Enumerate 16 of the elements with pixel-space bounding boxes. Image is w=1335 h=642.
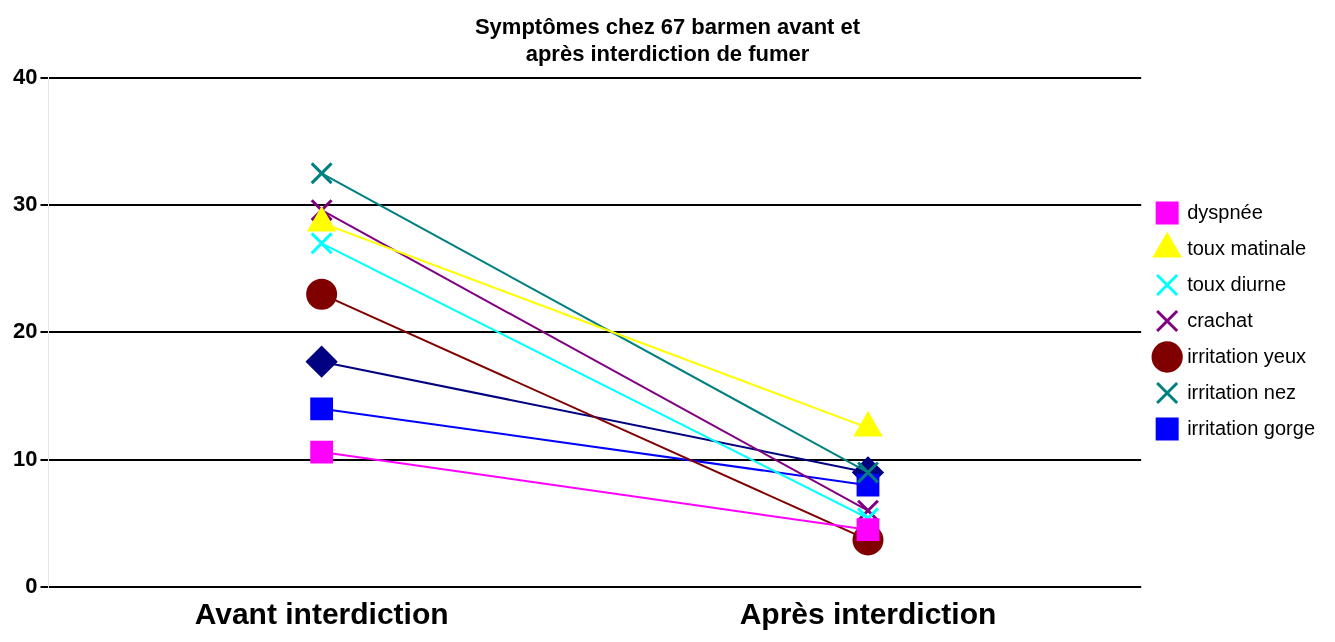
y-tick-label: 30 <box>12 191 38 217</box>
x-tick-label: Avant interdiction <box>194 597 449 631</box>
x-tick-label: Après interdiction <box>739 597 997 631</box>
legend-label: crachat <box>1187 308 1254 331</box>
y-tick-label: 40 <box>12 63 38 89</box>
text: Symptômes chez 67 barmen avant et <box>474 14 861 40</box>
legend-label: toux matinale <box>1187 236 1307 259</box>
y-tick-label: 20 <box>12 318 38 344</box>
legend-label: toux diurne <box>1187 272 1287 295</box>
legend-label: irritation nez <box>1187 380 1297 403</box>
legend-label: irritation yeux <box>1187 344 1307 367</box>
y-tick-label: 10 <box>12 445 38 471</box>
legend-label: dyspnée <box>1187 200 1263 223</box>
text: après interdiction de fumer <box>525 40 810 66</box>
y-tick-label: 0 <box>25 573 38 599</box>
legend-label: irritation gorge <box>1187 416 1315 439</box>
